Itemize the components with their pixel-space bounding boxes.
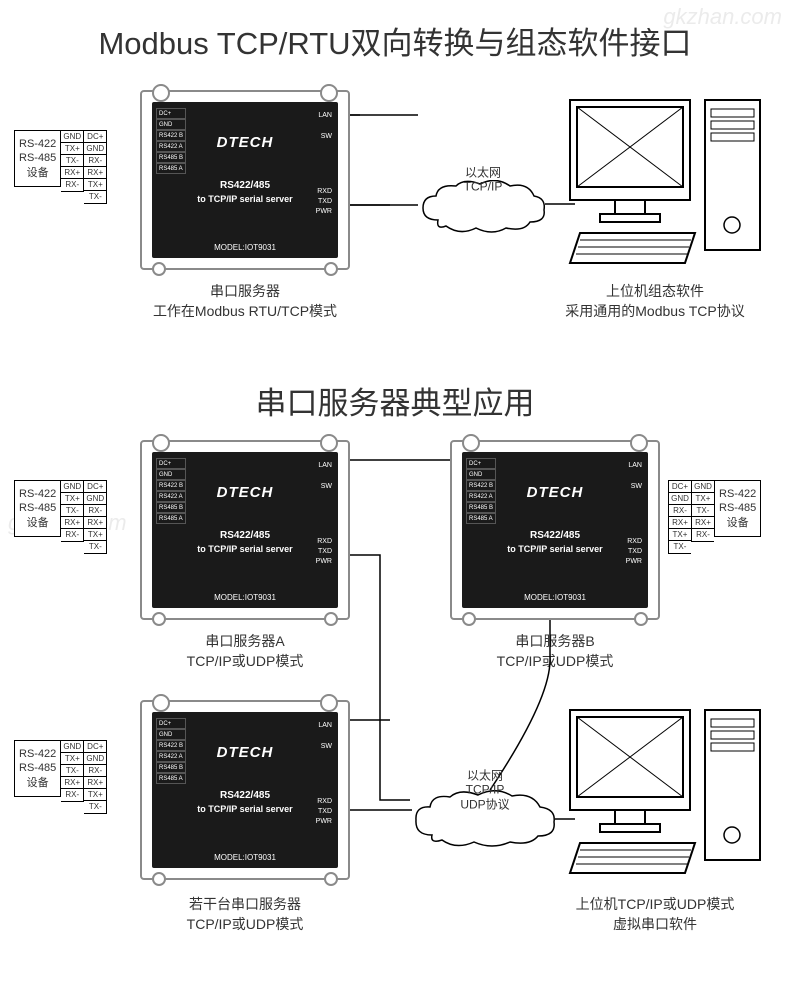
computer-top <box>565 95 775 270</box>
rs-pins-a: GND TX+ TX- RX+ RX- <box>61 130 84 192</box>
rs-block-3: RS-422RS-485设备 GNDTX+TX-RX+RX- DC+GNDRX-… <box>668 480 761 554</box>
caption-server-top: 串口服务器工作在Modbus RTU/TCP模式 <box>130 282 360 321</box>
serial-server-a: DC+GNDRS422 BRS422 ARS485 BRS485 A DTECH… <box>140 440 350 620</box>
caption-pc-top: 上位机组态软件采用通用的Modbus TCP协议 <box>540 282 770 321</box>
rs-block-label: RS-422 RS-485 设备 <box>14 130 61 187</box>
device-line2: to TCP/IP serial server <box>152 194 338 204</box>
rs-block-label: RS-422 RS-485 设备 <box>14 480 61 537</box>
rs-block-4: RS-422RS-485设备 GNDTX+TX-RX+RX- DC+GNDRX-… <box>14 740 107 814</box>
cloud-2-text: 以太网 TCP/IPUDP协议 <box>448 768 523 811</box>
title-1: Modbus TCP/RTU双向转换与组态软件接口 <box>0 18 790 63</box>
rs-block-2: RS-422 RS-485 设备 GNDTX+TX-RX+RX- DC+GNDR… <box>14 480 107 554</box>
caption-server-multi: 若干台串口服务器TCP/IP或UDP模式 <box>140 895 350 934</box>
device-right-top: LANSW <box>318 112 332 140</box>
device-model: MODEL:IOT9031 <box>152 243 338 252</box>
device-right-mid: RXDTXDPWR <box>316 188 332 215</box>
serial-server-b: DC+GNDRS422 BRS422 ARS485 BRS485 A DTECH… <box>450 440 660 620</box>
device-line1: RS422/485 <box>152 180 338 191</box>
serial-server-multi: DC+GNDRS422 BRS422 ARS485 BRS485 A DTECH… <box>140 700 350 880</box>
caption-pc-bottom: 上位机TCP/IP或UDP模式虚拟串口软件 <box>540 895 770 934</box>
device-brand: DTECH <box>152 134 338 151</box>
computer-bottom <box>565 705 775 880</box>
rs-pins-b: DC+ GND RX- RX+ TX+ TX- <box>84 130 107 204</box>
title-2: 串口服务器典型应用 <box>0 378 790 423</box>
caption-server-a: 串口服务器ATCP/IP或UDP模式 <box>140 632 350 671</box>
cloud-1-text: 以太网 TCP/IP <box>451 166 516 195</box>
rs-block-1: RS-422 RS-485 设备 GND TX+ TX- RX+ RX- DC+… <box>14 130 107 204</box>
serial-server-top: DC+GND RS422 BRS422 A RS485 BRS485 A DTE… <box>140 90 350 270</box>
